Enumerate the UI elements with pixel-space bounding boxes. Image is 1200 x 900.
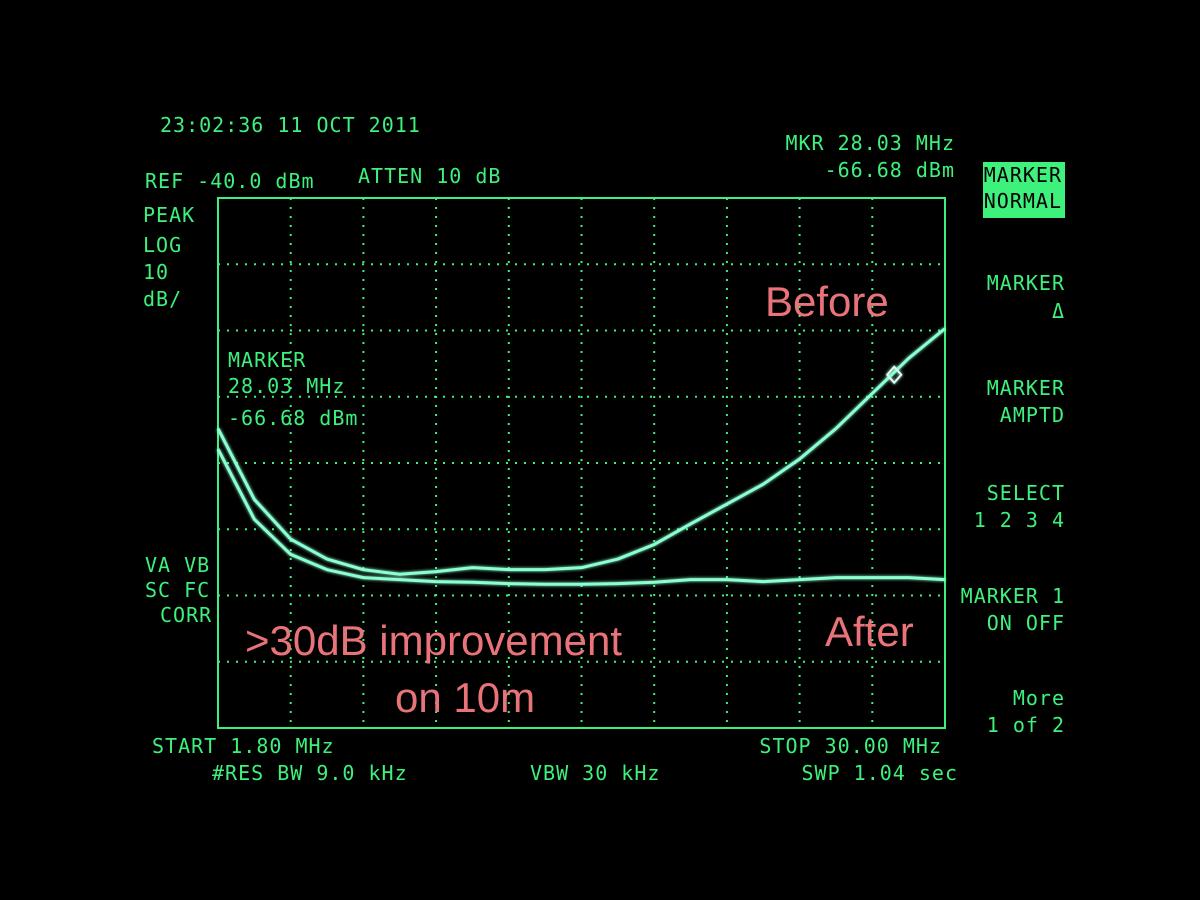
trace (216, 448, 946, 586)
series-label: Before (765, 278, 889, 325)
status-label: CORR (160, 603, 212, 627)
start-frequency: START 1.80 MHz (152, 734, 335, 758)
stop-frequency: STOP 30.00 MHz (759, 734, 942, 758)
marker-readout: 28.03 MHz (228, 374, 345, 398)
softkey[interactable]: SELECT (987, 481, 1065, 505)
left-label: LOG (143, 233, 182, 257)
status-label: SC FC (145, 578, 210, 602)
series-label: After (825, 608, 914, 655)
status-label: VA VB (145, 553, 210, 577)
softkey[interactable]: MARKER (987, 376, 1065, 400)
grid (217, 197, 946, 729)
marker-amplitude: -66.68 dBm (825, 158, 955, 182)
screen-text: 23:02:36 11 OCT 2011 REF -40.0 dBm ATTEN… (143, 113, 1065, 785)
softkey[interactable]: MARKER (987, 271, 1065, 295)
marker (885, 365, 903, 385)
atten: ATTEN 10 dB (358, 164, 501, 188)
softkey[interactable]: MARKER (984, 163, 1062, 187)
trace (216, 327, 946, 576)
softkey[interactable]: More (1013, 686, 1065, 710)
overlay-labels: Before After >30dB improvement on 10m (245, 278, 914, 721)
left-label: PEAK (143, 203, 195, 227)
sweep-time: SWP 1.04 sec (802, 761, 959, 785)
ref-level: REF -40.0 dBm (145, 169, 315, 193)
softkey[interactable]: MARKER 1 (961, 584, 1065, 608)
res-bw: #RES BW 9.0 kHz (212, 761, 408, 785)
softkey-highlight (983, 162, 1065, 218)
traces (216, 327, 946, 586)
softkey[interactable]: AMPTD (1000, 403, 1065, 427)
softkey[interactable]: Δ (1052, 299, 1065, 323)
annotation: >30dB improvement (245, 617, 622, 664)
marker-readout: -66.68 dBm (228, 406, 358, 430)
marker-frequency: MKR 28.03 MHz (785, 131, 955, 155)
softkey[interactable]: 1 of 2 (987, 713, 1065, 737)
timestamp: 23:02:36 11 OCT 2011 (160, 113, 421, 137)
annotation: on 10m (395, 674, 535, 721)
softkey[interactable]: NORMAL (984, 189, 1062, 213)
marker-readout: MARKER (228, 348, 306, 372)
left-label: dB/ (143, 287, 182, 311)
softkey[interactable]: 1 2 3 4 (974, 508, 1065, 532)
softkey[interactable]: ON OFF (987, 611, 1065, 635)
left-label: 10 (143, 260, 169, 284)
vbw: VBW 30 kHz (530, 761, 660, 785)
